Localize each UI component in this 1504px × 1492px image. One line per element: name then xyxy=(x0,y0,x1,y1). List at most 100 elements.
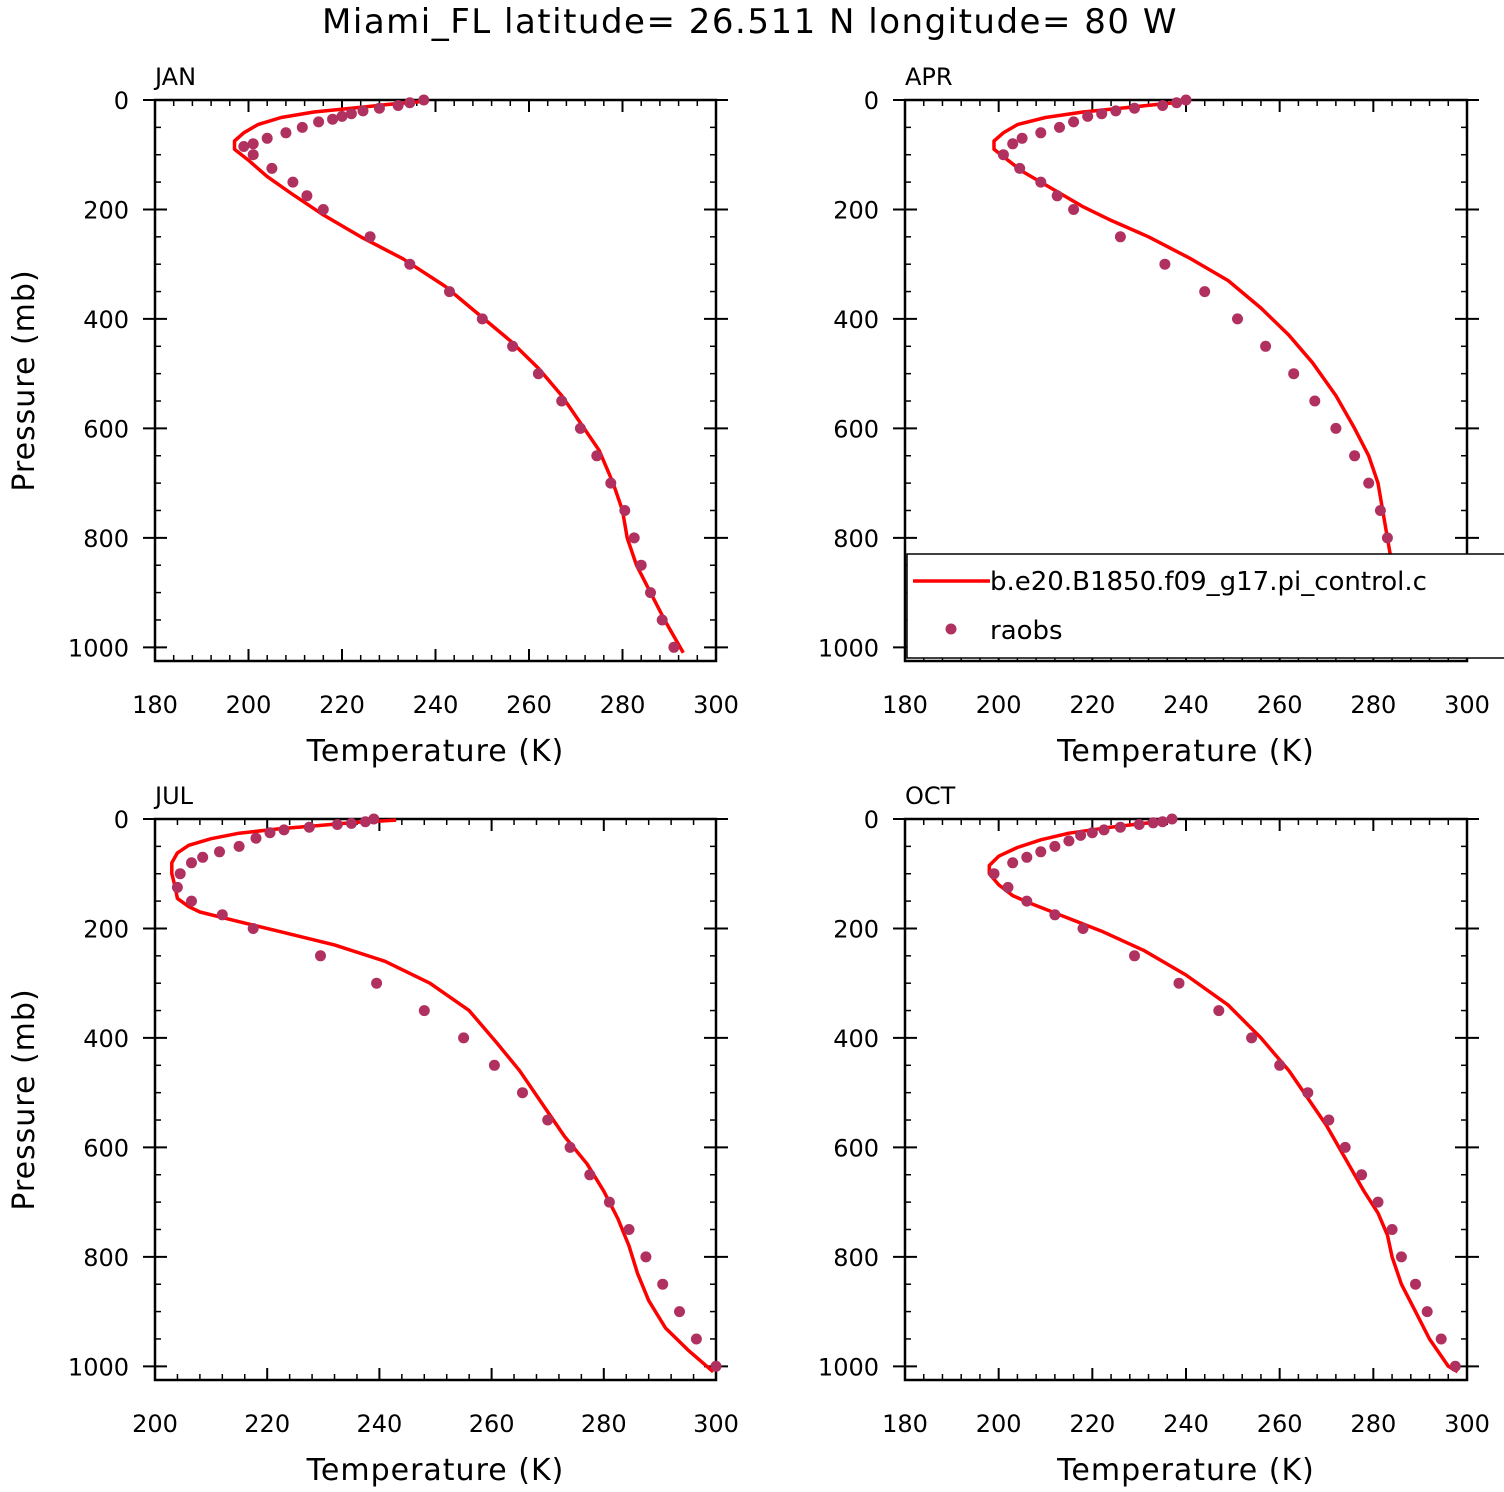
y-tick-label-oct: 1000 xyxy=(818,1353,879,1381)
raobs-point-apr xyxy=(1014,162,1026,174)
raobs-point-oct xyxy=(1213,1005,1225,1017)
raobs-point-jan xyxy=(605,477,617,489)
panel-jan: JAN 180 200 220 240 260 280 300 0 200 400 600 800 100… xyxy=(7,63,739,769)
raobs-point-oct xyxy=(1049,840,1061,852)
y-tick-label-jul: 600 xyxy=(83,1134,129,1162)
y-tick-label-oct: 600 xyxy=(833,1134,879,1162)
raobs-point-apr xyxy=(1068,204,1080,215)
raobs-point-jan xyxy=(619,505,631,516)
raobs-point-jul xyxy=(359,816,371,828)
raobs-point-jan xyxy=(645,587,656,599)
raobs-point-jul xyxy=(517,1087,528,1099)
raobs-point-jan xyxy=(247,149,259,161)
y-axis-title-jul: Pressure (mb) xyxy=(7,988,42,1210)
x-tick-label-jan: 200 xyxy=(226,691,272,719)
raobs-point-oct xyxy=(1166,813,1178,825)
raobs-point-apr xyxy=(1110,105,1122,117)
y-tick-label-oct: 800 xyxy=(833,1244,879,1272)
raobs-point-apr xyxy=(1159,258,1171,270)
raobs-point-jul xyxy=(174,868,186,880)
raobs-point-jan xyxy=(404,97,416,109)
raobs-point-oct xyxy=(1339,1141,1351,1153)
raobs-point-apr xyxy=(1035,127,1047,139)
raobs-point-oct xyxy=(1356,1169,1368,1181)
raobs-point-jul xyxy=(250,832,262,844)
raobs-point-jul xyxy=(214,846,225,858)
raobs-point-jan xyxy=(444,286,455,298)
raobs-point-apr xyxy=(1180,94,1192,106)
legend-obs-label: raobs xyxy=(990,616,1063,646)
x-tick-label-jul: 300 xyxy=(693,1410,739,1438)
raobs-point-jan xyxy=(392,100,404,111)
raobs-point-jul xyxy=(458,1032,470,1044)
y-tick-label-jul: 400 xyxy=(83,1025,129,1053)
raobs-point-jan xyxy=(532,368,544,380)
raobs-point-jan xyxy=(313,116,325,128)
y-tick-label-jan: 600 xyxy=(83,415,129,443)
raobs-point-apr xyxy=(1199,286,1211,298)
raobs-point-jul xyxy=(345,817,357,829)
raobs-point-jan xyxy=(591,450,603,462)
y-tick-label-jan: 400 xyxy=(83,306,129,334)
raobs-point-jan xyxy=(266,162,278,174)
y-tick-label-jul: 1000 xyxy=(68,1353,129,1381)
y-tick-label-oct: 0 xyxy=(864,806,879,834)
raobs-point-jul xyxy=(710,1360,722,1372)
x-tick-label-oct: 180 xyxy=(882,1410,928,1438)
x-tick-label-jul: 280 xyxy=(581,1410,627,1438)
raobs-point-jul xyxy=(657,1278,669,1290)
y-tick-label-apr: 600 xyxy=(833,415,879,443)
panel-label-oct: OCT xyxy=(905,782,956,810)
x-tick-label-apr: 260 xyxy=(1257,691,1303,719)
raobs-point-oct xyxy=(1035,846,1047,858)
raobs-point-jan xyxy=(301,190,313,202)
raobs-point-jan xyxy=(556,395,568,407)
y-tick-label-jul: 200 xyxy=(83,915,129,943)
raobs-point-apr xyxy=(1016,132,1028,144)
x-tick-label-oct: 260 xyxy=(1257,1410,1303,1438)
raobs-point-jan xyxy=(296,121,308,133)
raobs-point-apr xyxy=(1035,176,1047,188)
raobs-point-jul xyxy=(315,950,326,962)
raobs-point-apr xyxy=(1054,121,1065,133)
x-tick-label-apr: 280 xyxy=(1350,691,1396,719)
raobs-point-jan xyxy=(247,138,259,150)
raobs-point-jan xyxy=(261,132,273,144)
raobs-point-jul xyxy=(171,881,183,893)
raobs-point-apr xyxy=(1082,110,1094,122)
x-axis-title-apr: Temperature (K) xyxy=(1056,734,1315,769)
x-tick-label-oct: 220 xyxy=(1069,1410,1115,1438)
raobs-point-jul xyxy=(278,824,290,836)
raobs-point-apr xyxy=(1096,108,1108,120)
raobs-point-oct xyxy=(1086,827,1098,839)
raobs-point-jul xyxy=(247,923,259,934)
raobs-point-apr xyxy=(1171,97,1183,109)
x-tick-label-jan: 260 xyxy=(506,691,552,719)
x-tick-label-oct: 280 xyxy=(1350,1410,1396,1438)
panel-jul: JUL 200 220 240 260 280 300 0 200 400 600 800 1000 Te… xyxy=(7,782,739,1488)
raobs-point-oct xyxy=(1157,816,1169,828)
raobs-point-jan xyxy=(327,113,339,125)
raobs-point-apr xyxy=(1381,532,1393,544)
y-tick-label-jul: 0 xyxy=(114,806,129,834)
legend: b.e20.B1850.f09_g17.pi_control.c raobs xyxy=(906,553,1504,659)
raobs-point-jan xyxy=(476,313,488,325)
legend-box xyxy=(906,553,1504,659)
y-tick-label-apr: 800 xyxy=(833,525,879,553)
y-tick-label-jan: 200 xyxy=(83,196,129,224)
raobs-point-jan xyxy=(628,532,640,544)
y-tick-label-apr: 400 xyxy=(833,306,879,334)
raobs-point-oct xyxy=(1147,817,1159,829)
panel-label-jul: JUL xyxy=(153,782,194,810)
raobs-point-jan xyxy=(357,105,369,117)
raobs-point-jan xyxy=(574,422,586,434)
raobs-point-jan xyxy=(287,176,299,188)
raobs-point-oct xyxy=(988,868,1000,880)
x-tick-label-jan: 240 xyxy=(413,691,459,719)
model-profile-line-jul xyxy=(170,818,715,1374)
raobs-point-jan xyxy=(336,110,348,122)
y-tick-label-jan: 1000 xyxy=(68,634,129,662)
raobs-point-jul xyxy=(674,1306,685,1318)
legend-model-label: b.e20.B1850.f09_g17.pi_control.c xyxy=(990,567,1427,597)
raobs-point-jan xyxy=(280,127,292,139)
